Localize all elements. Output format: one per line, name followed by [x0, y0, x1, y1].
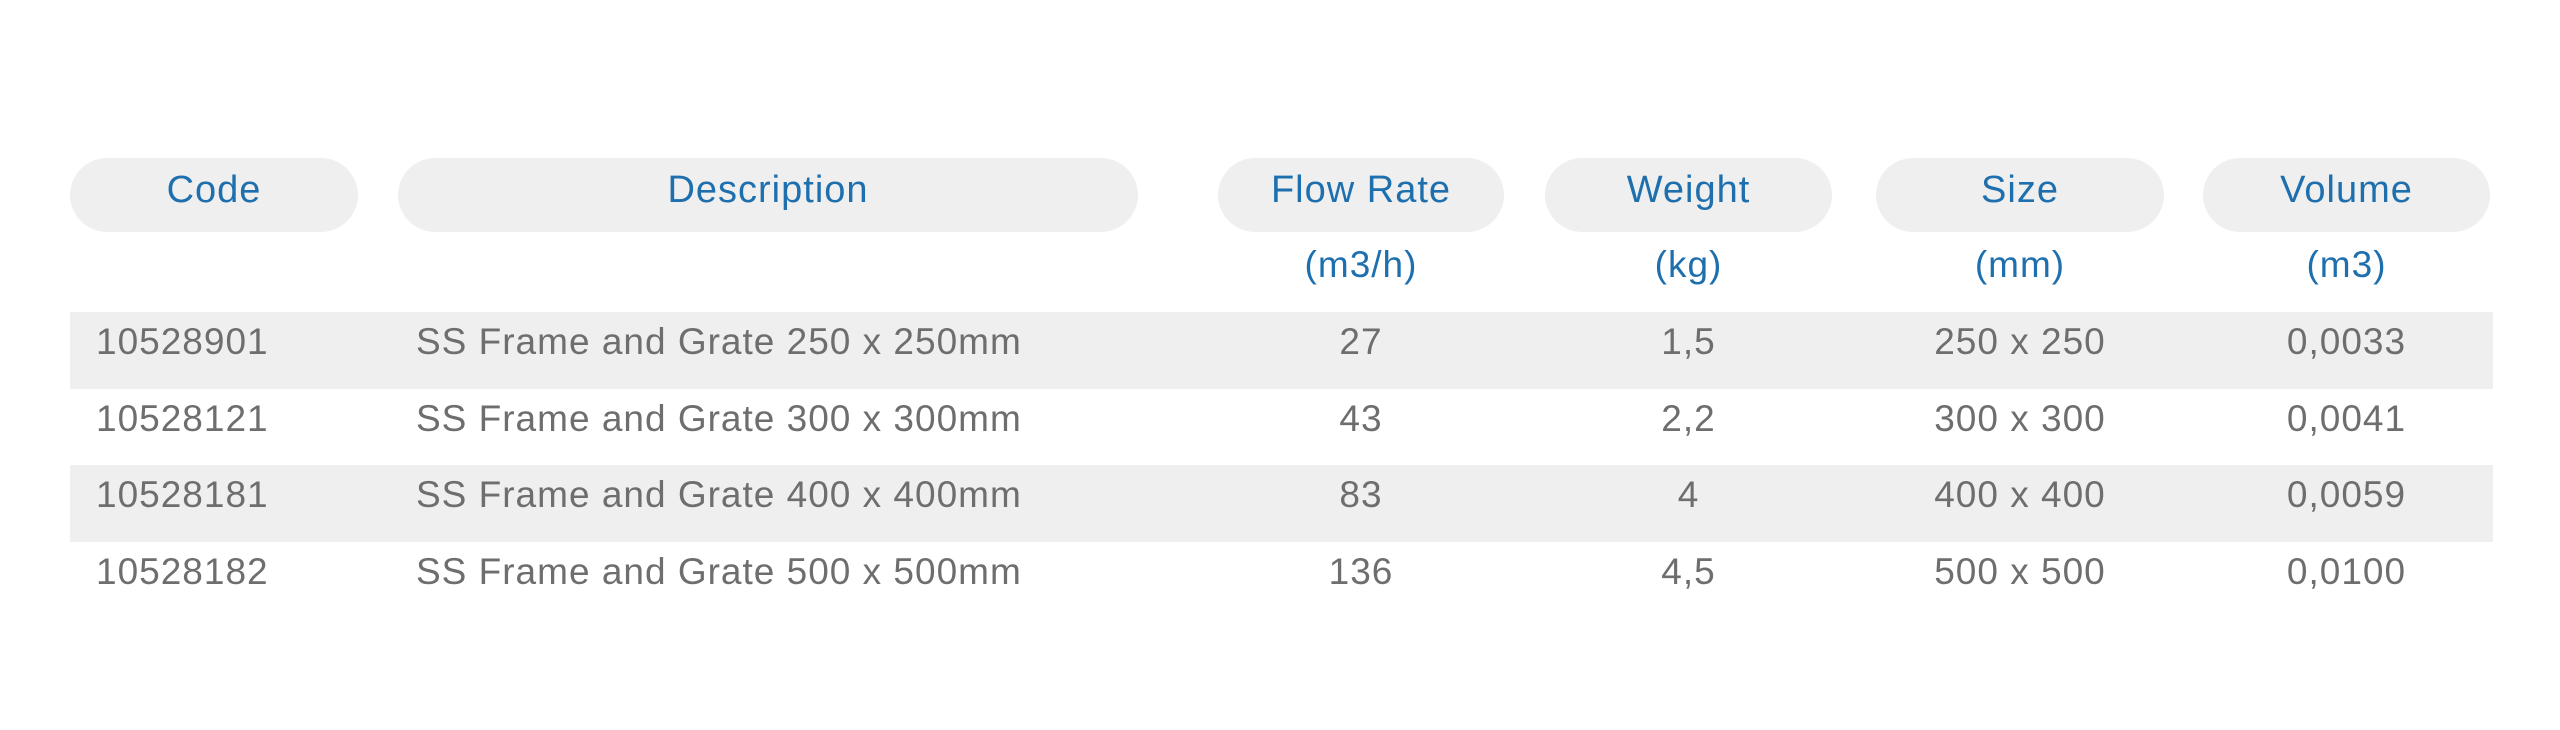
- header-volume: Volume: [2203, 158, 2490, 232]
- header-description: Description: [398, 158, 1138, 232]
- cell-size: 250 x 250: [1934, 321, 2106, 362]
- cell-weight: 2,2: [1661, 398, 1716, 439]
- cell-size: 500 x 500: [1934, 551, 2106, 592]
- cell-volume: 0,0033: [2286, 321, 2407, 362]
- cell-flow-rate: 136: [1328, 551, 1394, 592]
- cell-description: SS Frame and Grate 500 x 500mm: [416, 551, 1022, 592]
- header-size: Size: [1876, 158, 2164, 232]
- header-weight: Weight: [1545, 158, 1832, 232]
- cell-size: 400 x 400: [1934, 474, 2106, 515]
- unit-volume: (m3): [2306, 244, 2387, 285]
- cell-code: 10528121: [96, 398, 269, 439]
- table-row: 10528182 SS Frame and Grate 500 x 500mm 13…: [70, 542, 2493, 619]
- table-row: 10528181 SS Frame and Grate 400 x 400mm 83…: [70, 465, 2493, 542]
- cell-size: 300 x 300: [1934, 398, 2106, 439]
- cell-description: SS Frame and Grate 250 x 250mm: [416, 321, 1022, 362]
- cell-description: SS Frame and Grate 400 x 400mm: [416, 474, 1022, 515]
- cell-volume: 0,0100: [2286, 551, 2407, 592]
- unit-weight: (kg): [1654, 244, 1723, 285]
- unit-size: (mm): [1974, 244, 2066, 285]
- cell-flow-rate: 43: [1339, 398, 1383, 439]
- unit-flow-rate: (m3/h): [1304, 244, 1418, 285]
- cell-weight: 4,5: [1661, 551, 1716, 592]
- table-row: 10528121 SS Frame and Grate 300 x 300mm 43…: [70, 389, 2493, 466]
- cell-weight: 1,5: [1661, 321, 1716, 362]
- cell-flow-rate: 27: [1339, 321, 1383, 362]
- cell-volume: 0,0041: [2286, 398, 2407, 439]
- cell-description: SS Frame and Grate 300 x 300mm: [416, 398, 1022, 439]
- header-flow-rate: Flow Rate: [1218, 158, 1504, 232]
- cell-code: 10528901: [96, 321, 269, 362]
- cell-flow-rate: 83: [1339, 474, 1383, 515]
- cell-code: 10528181: [96, 474, 269, 515]
- cell-code: 10528182: [96, 551, 269, 592]
- table-row: 10528901 SS Frame and Grate 250 x 250mm 27…: [70, 312, 2493, 389]
- cell-volume: 0,0059: [2286, 474, 2407, 515]
- header-code: Code: [70, 158, 358, 232]
- cell-weight: 4: [1677, 474, 1700, 515]
